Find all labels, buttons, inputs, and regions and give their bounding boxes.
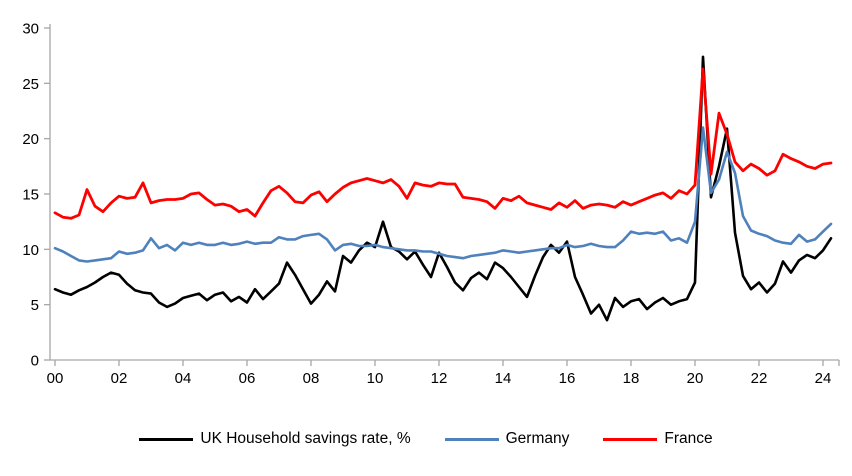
x-axis-tick-label: 16 <box>559 370 576 387</box>
legend-label-france: France <box>664 430 713 447</box>
legend-line-swatch-germany <box>444 437 499 441</box>
x-axis-tick-label: 24 <box>815 370 832 387</box>
y-axis-tick-label: 10 <box>22 242 39 259</box>
x-axis-tick-label: 18 <box>623 370 640 387</box>
x-axis-tick-label: 08 <box>303 370 320 387</box>
legend-line-swatch-uk <box>139 437 194 441</box>
legend-item-germany: Germany <box>444 430 570 448</box>
x-axis-tick-label: 10 <box>367 370 384 387</box>
legend-item-uk: UK Household savings rate, % <box>139 430 411 448</box>
y-axis-tick-label: 30 <box>22 21 39 38</box>
x-axis-tick-label: 02 <box>111 370 128 387</box>
legend-label-uk: UK Household savings rate, % <box>200 430 411 447</box>
legend-item-france: France <box>603 430 713 448</box>
x-axis-tick-label: 12 <box>431 370 448 387</box>
y-axis-tick-label: 25 <box>22 76 39 93</box>
y-axis-tick-label: 15 <box>22 187 39 204</box>
x-axis-tick-label: 06 <box>239 370 256 387</box>
x-axis-tick-label: 04 <box>175 370 192 387</box>
chart-legend: UK Household savings rate, % Germany Fra… <box>0 430 852 448</box>
series-line-france <box>53 67 833 220</box>
legend-label-germany: Germany <box>505 430 570 447</box>
y-axis-tick-label: 20 <box>22 131 39 148</box>
y-axis-tick-label: 5 <box>31 297 39 314</box>
x-axis-tick-label: 20 <box>687 370 704 387</box>
legend-line-swatch-france <box>603 437 658 441</box>
x-axis-tick-label: 00 <box>47 370 64 387</box>
x-axis-tick-label: 22 <box>751 370 768 387</box>
x-axis-tick-label: 14 <box>495 370 512 387</box>
series-line-germany <box>53 126 833 263</box>
y-axis-tick-label: 0 <box>31 353 39 370</box>
